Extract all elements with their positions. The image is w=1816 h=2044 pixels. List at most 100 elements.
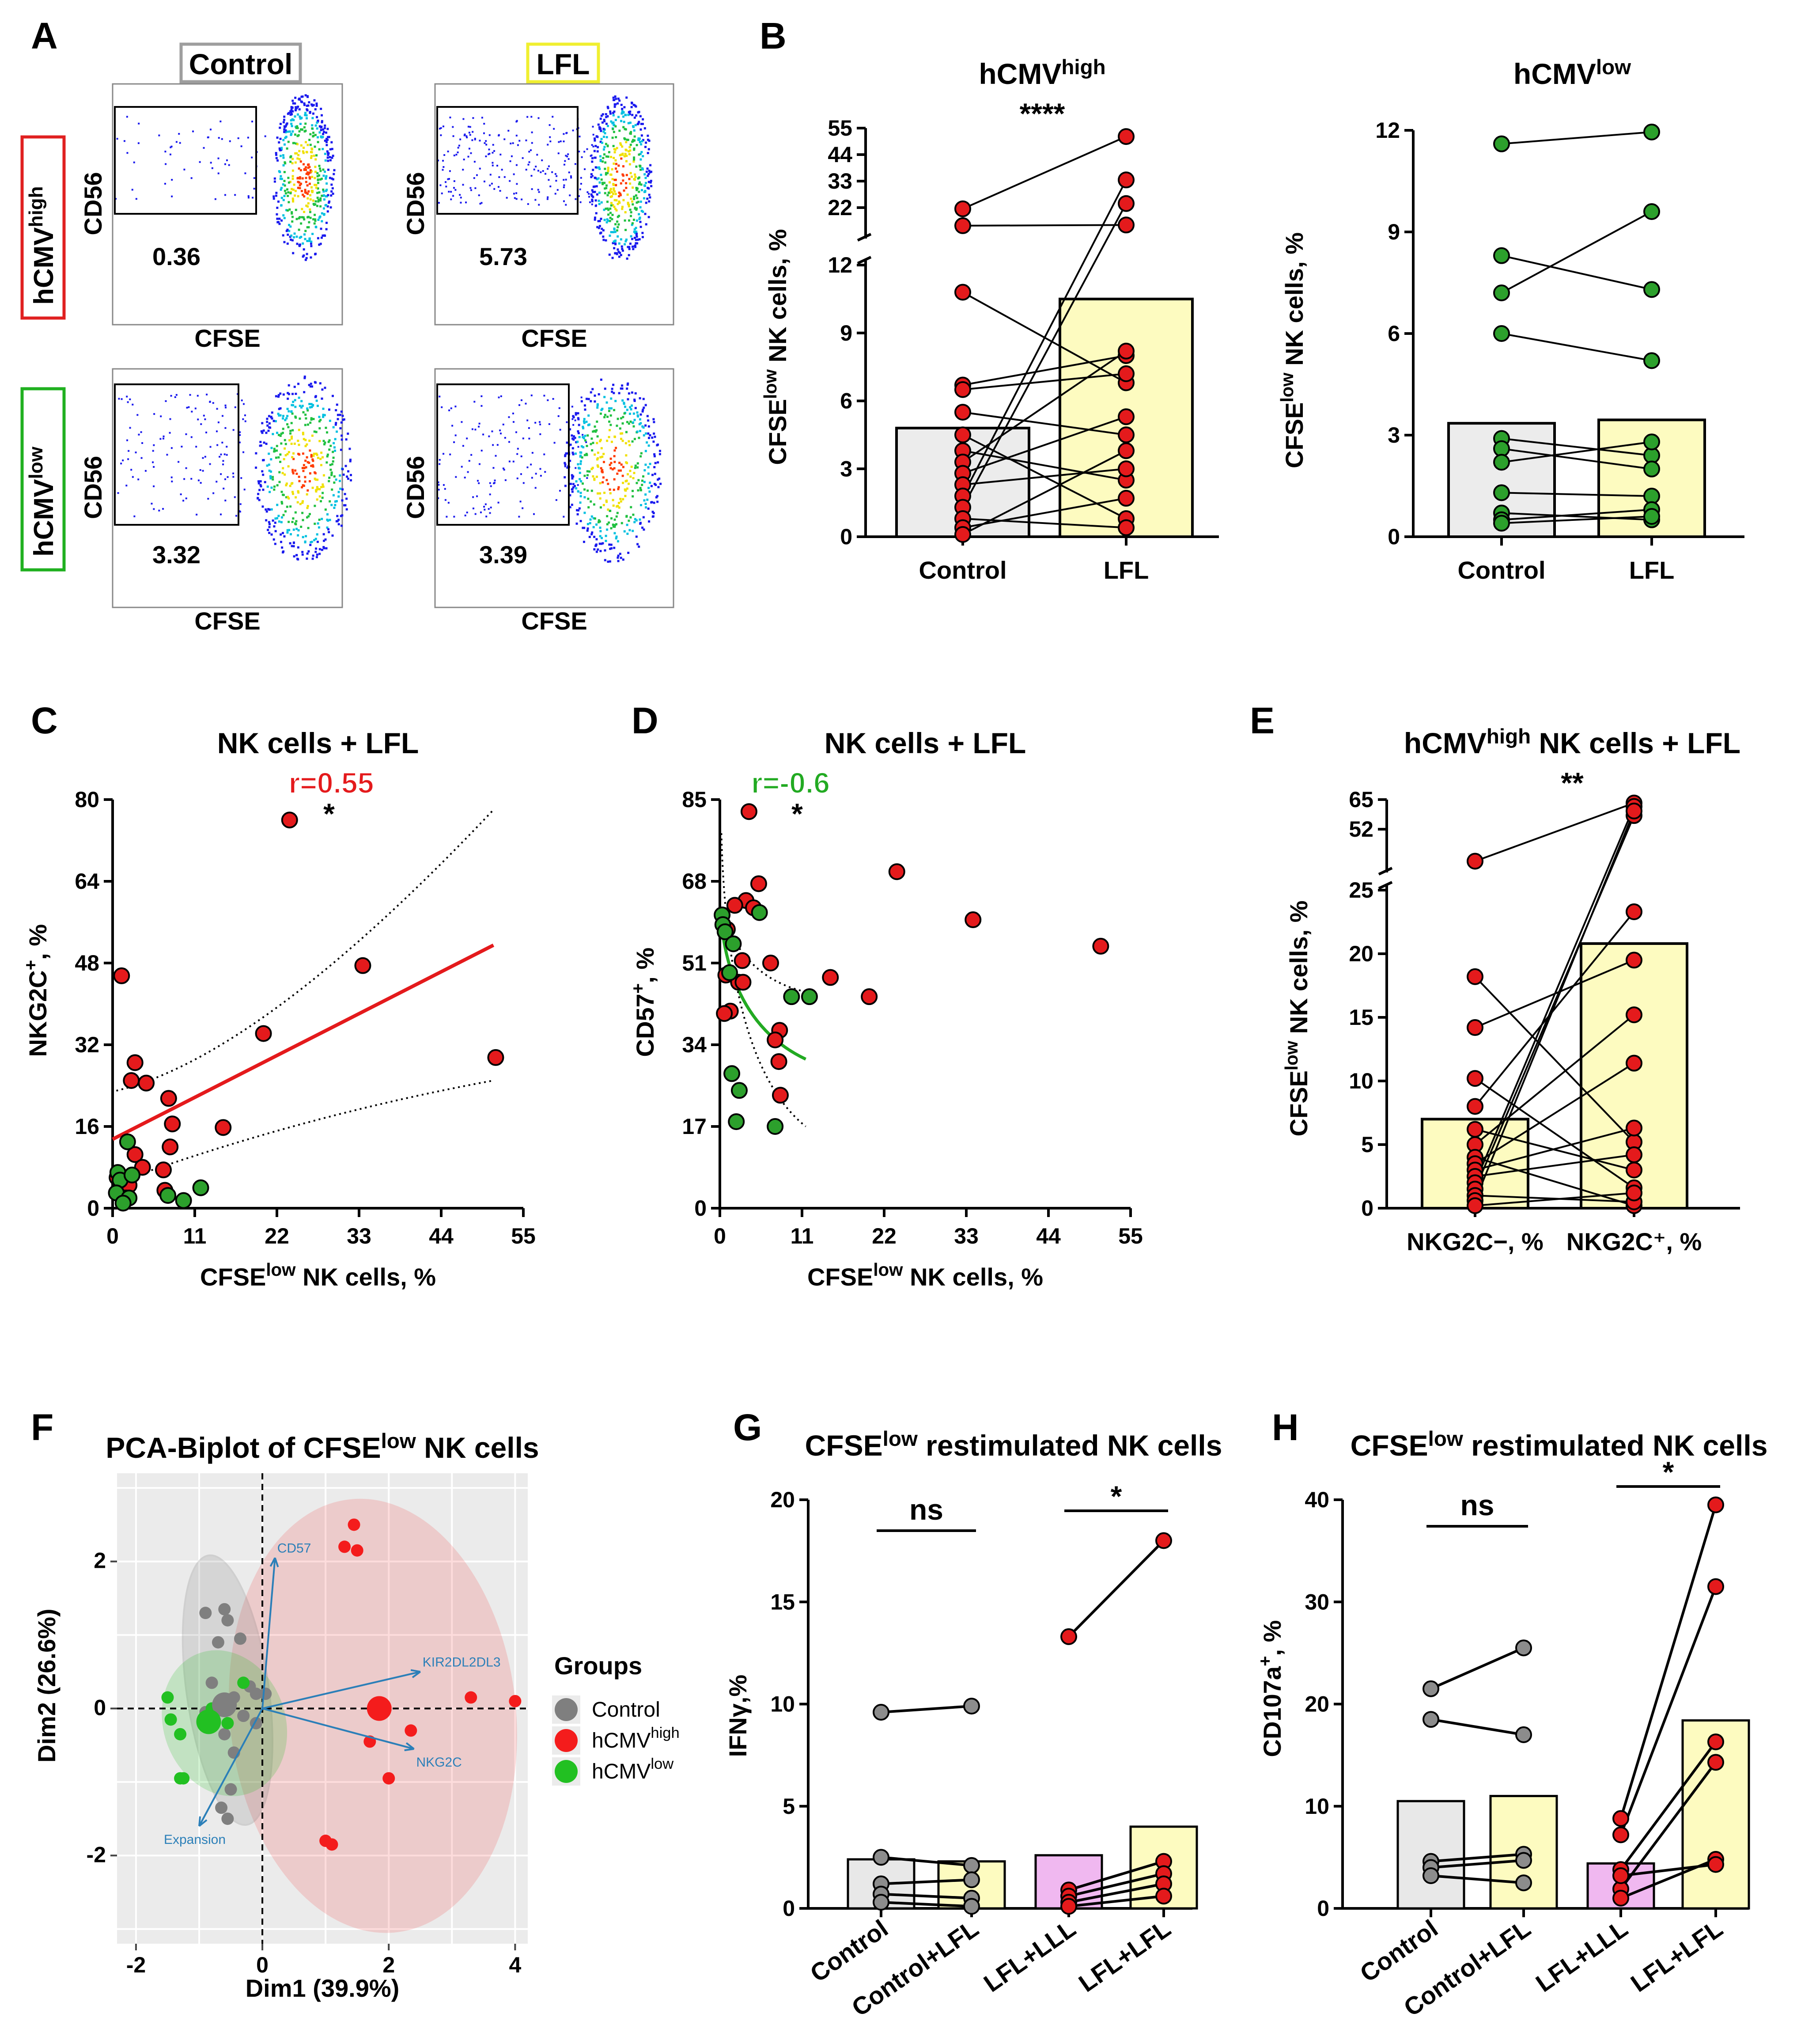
- flow-event: [303, 485, 305, 487]
- flow-event: [548, 179, 550, 181]
- flow-event: [579, 188, 581, 190]
- flow-event: [624, 219, 626, 222]
- flow-event: [583, 474, 586, 477]
- flow-event: [481, 117, 483, 119]
- flow-event: [586, 444, 588, 447]
- flow-event: [292, 200, 295, 203]
- flow-event: [265, 443, 268, 445]
- flow-event: [207, 498, 209, 500]
- flow-event: [170, 145, 173, 148]
- legend-marker: [555, 1698, 578, 1721]
- flow-event: [343, 418, 345, 421]
- flow-event: [262, 459, 265, 462]
- flow-event: [299, 115, 301, 118]
- flow-event: [625, 182, 628, 185]
- flow-event: [223, 487, 225, 489]
- flow-event: [232, 429, 235, 431]
- flow-event: [284, 443, 287, 445]
- flow-event: [304, 439, 307, 441]
- flow-event: [629, 516, 632, 519]
- flow-event: [291, 470, 294, 473]
- flow-event: [318, 165, 321, 167]
- flow-event: [644, 146, 647, 148]
- flow-event: [291, 436, 293, 438]
- flow-event: [643, 406, 645, 409]
- flow-event: [302, 216, 305, 219]
- flow-event: [443, 154, 446, 156]
- flow-event: [276, 137, 279, 139]
- flow-event: [257, 480, 260, 483]
- significance-ns: ns: [1460, 1489, 1494, 1521]
- flow-event: [295, 473, 298, 475]
- flow-gate: [114, 383, 239, 526]
- flow-event: [614, 524, 617, 527]
- flow-event: [299, 176, 301, 178]
- flow-event: [259, 440, 262, 443]
- flow-event: [478, 425, 480, 428]
- flow-event: [442, 125, 444, 128]
- x-tick-label: 22: [265, 1224, 289, 1248]
- flow-event: [485, 516, 488, 518]
- flow-event: [285, 230, 288, 232]
- y-tick-label: 17: [682, 1114, 707, 1139]
- flow-event: [612, 183, 615, 186]
- flow-event: [315, 104, 318, 107]
- flow-event: [347, 470, 350, 473]
- flow-event: [590, 193, 593, 196]
- flow-event: [478, 422, 480, 425]
- flow-event: [652, 418, 655, 421]
- flow-event: [634, 407, 637, 410]
- flow-event: [467, 155, 469, 158]
- flow-event: [512, 142, 514, 144]
- flow-event: [448, 409, 450, 411]
- loading-label: CD57: [277, 1541, 311, 1555]
- flow-event: [575, 509, 578, 512]
- flow-event: [265, 510, 268, 513]
- flow-event: [280, 186, 283, 189]
- data-point: [873, 1849, 889, 1866]
- flow-event: [485, 155, 487, 157]
- flow-event: [253, 177, 255, 179]
- flow-event: [611, 468, 614, 470]
- flow-event: [651, 436, 654, 439]
- flow-event: [633, 198, 636, 201]
- flow-axis-y-label: CD56: [79, 172, 107, 235]
- flow-event: [319, 243, 322, 245]
- flow-event: [183, 168, 185, 171]
- flow-event: [480, 202, 483, 204]
- flow-event: [602, 453, 605, 455]
- flow-event: [191, 410, 193, 413]
- flow-event: [578, 507, 581, 510]
- flow-event: [294, 152, 297, 155]
- flow-event: [631, 404, 633, 407]
- flow-event: [328, 480, 330, 482]
- flow-event: [268, 415, 270, 417]
- flow-event: [633, 521, 636, 523]
- flow-event: [309, 216, 312, 219]
- flow-event: [287, 496, 289, 498]
- flow-event: [633, 438, 636, 440]
- flow-event: [594, 176, 596, 179]
- flow-event: [299, 405, 301, 407]
- paired-line: [962, 373, 1127, 391]
- flow-event: [444, 499, 446, 501]
- flow-event: [495, 455, 497, 457]
- flow-event: [624, 211, 627, 214]
- flow-event: [531, 188, 533, 190]
- flow-event: [320, 236, 323, 239]
- flow-event: [291, 211, 293, 213]
- flow-event: [322, 136, 324, 138]
- flow-event: [491, 182, 493, 185]
- flow-event: [639, 165, 642, 167]
- flow-event: [628, 178, 631, 180]
- flow-event: [608, 181, 611, 184]
- flow-event: [289, 235, 291, 238]
- flow-event: [580, 396, 583, 398]
- flow-axis-x-label: CFSE: [521, 324, 587, 352]
- flow-event: [315, 184, 318, 186]
- flow-event: [621, 247, 624, 250]
- flow-event: [590, 391, 592, 394]
- x-tick-label: 55: [511, 1224, 536, 1248]
- flow-event: [634, 518, 636, 520]
- y-tick-label: 52: [1349, 817, 1373, 842]
